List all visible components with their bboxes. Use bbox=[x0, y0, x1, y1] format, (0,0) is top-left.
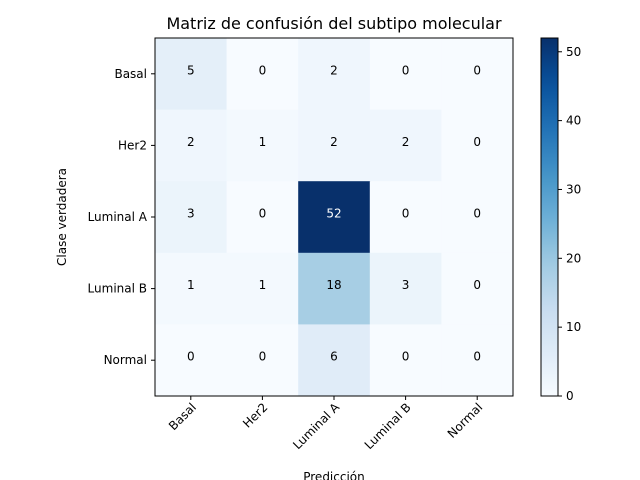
heatmap-cells bbox=[155, 38, 514, 397]
cell-value-label: 2 bbox=[402, 135, 410, 149]
heatmap-cell bbox=[226, 181, 299, 254]
cell-value-label: 2 bbox=[330, 63, 338, 77]
heatmap-cell bbox=[369, 324, 442, 397]
heatmap-cell bbox=[226, 324, 299, 397]
cell-value-label: 1 bbox=[259, 278, 267, 292]
cell-value-label: 0 bbox=[402, 207, 410, 221]
heatmap-cell bbox=[369, 252, 442, 325]
colorbar-tick-label: 40 bbox=[566, 114, 581, 128]
heatmap-cell bbox=[369, 109, 442, 182]
cell-value-label: 0 bbox=[473, 207, 481, 221]
y-tick-label: Basal bbox=[114, 67, 147, 81]
heatmap-cell bbox=[369, 181, 442, 254]
y-tick-label: Luminal B bbox=[88, 282, 147, 296]
cell-value-label: 0 bbox=[473, 278, 481, 292]
cell-value-label: 3 bbox=[402, 278, 410, 292]
cell-value-label: 0 bbox=[259, 207, 267, 221]
x-tick-label: Her2 bbox=[240, 400, 270, 430]
chart-title: Matriz de confusión del subtipo molecula… bbox=[166, 14, 502, 33]
cell-value-label: 0 bbox=[402, 350, 410, 364]
cell-value-label: 1 bbox=[187, 278, 195, 292]
heatmap-cell bbox=[298, 109, 371, 182]
x-tick-label: Normal bbox=[445, 400, 486, 441]
heatmap-cell bbox=[226, 252, 299, 325]
y-tick-label: Luminal A bbox=[88, 210, 148, 224]
cell-value-label: 6 bbox=[330, 350, 338, 364]
heatmap-cell bbox=[441, 109, 514, 182]
heatmap-cell bbox=[369, 38, 442, 111]
colorbar-tick-label: 0 bbox=[566, 389, 574, 403]
cell-value-label: 0 bbox=[187, 350, 195, 364]
colorbar-ticks: 0 10 20 30 40 50 bbox=[558, 45, 581, 403]
cell-value-label: 0 bbox=[402, 63, 410, 77]
heatmap-cell bbox=[298, 38, 371, 111]
heatmap-cell bbox=[155, 181, 228, 254]
colorbar bbox=[540, 37, 559, 397]
heatmap-cell bbox=[441, 181, 514, 254]
cell-value-label: 0 bbox=[473, 135, 481, 149]
x-tick-label: Basal bbox=[166, 400, 199, 433]
colorbar-tick-label: 20 bbox=[566, 251, 581, 265]
heatmap-cell bbox=[226, 109, 299, 182]
heatmap-cell bbox=[298, 324, 371, 397]
cell-value-label: 52 bbox=[326, 207, 341, 221]
heatmap-cell bbox=[441, 252, 514, 325]
cell-value-label: 0 bbox=[259, 63, 267, 77]
heatmap-cell-labels: 5 0 2 0 0 2 1 2 2 0 3 0 52 0 0 1 1 18 3 0 0 0 6 0 0 bbox=[187, 63, 481, 363]
cell-value-label: 1 bbox=[259, 135, 267, 149]
y-tick-label: Normal bbox=[104, 353, 147, 367]
heatmap-cell bbox=[155, 324, 228, 397]
x-tick-label: Luminal A bbox=[290, 400, 342, 452]
cell-value-label: 0 bbox=[259, 350, 267, 364]
y-axis-label: Clase verdadera bbox=[55, 168, 69, 266]
heatmap-cell bbox=[298, 252, 371, 325]
cell-value-label: 18 bbox=[326, 278, 341, 292]
cell-value-label: 0 bbox=[473, 350, 481, 364]
colorbar-tick-label: 10 bbox=[566, 320, 581, 334]
heatmap-cell bbox=[155, 109, 228, 182]
heatmap-cell bbox=[155, 252, 228, 325]
x-axis-ticks: Basal Her2 Luminal A Luminal B Normal bbox=[166, 396, 485, 452]
heatmap-cell bbox=[441, 324, 514, 397]
heatmap-cell bbox=[155, 38, 228, 111]
cell-value-label: 2 bbox=[187, 135, 195, 149]
heatmap-cell bbox=[441, 38, 514, 111]
colorbar-tick-label: 50 bbox=[566, 45, 581, 59]
x-tick-label: Luminal B bbox=[362, 400, 414, 452]
colorbar-tick-label: 30 bbox=[566, 182, 581, 196]
cell-value-label: 3 bbox=[187, 207, 195, 221]
heatmap-cell bbox=[298, 181, 371, 254]
cell-value-label: 0 bbox=[473, 63, 481, 77]
x-axis-label: Predicción bbox=[303, 470, 365, 480]
y-axis-ticks: Basal Her2 Luminal A Luminal B Normal bbox=[88, 67, 155, 367]
heatmap-cell bbox=[226, 38, 299, 111]
y-tick-label: Her2 bbox=[118, 138, 147, 152]
cell-value-label: 5 bbox=[187, 63, 195, 77]
cell-value-label: 2 bbox=[330, 135, 338, 149]
